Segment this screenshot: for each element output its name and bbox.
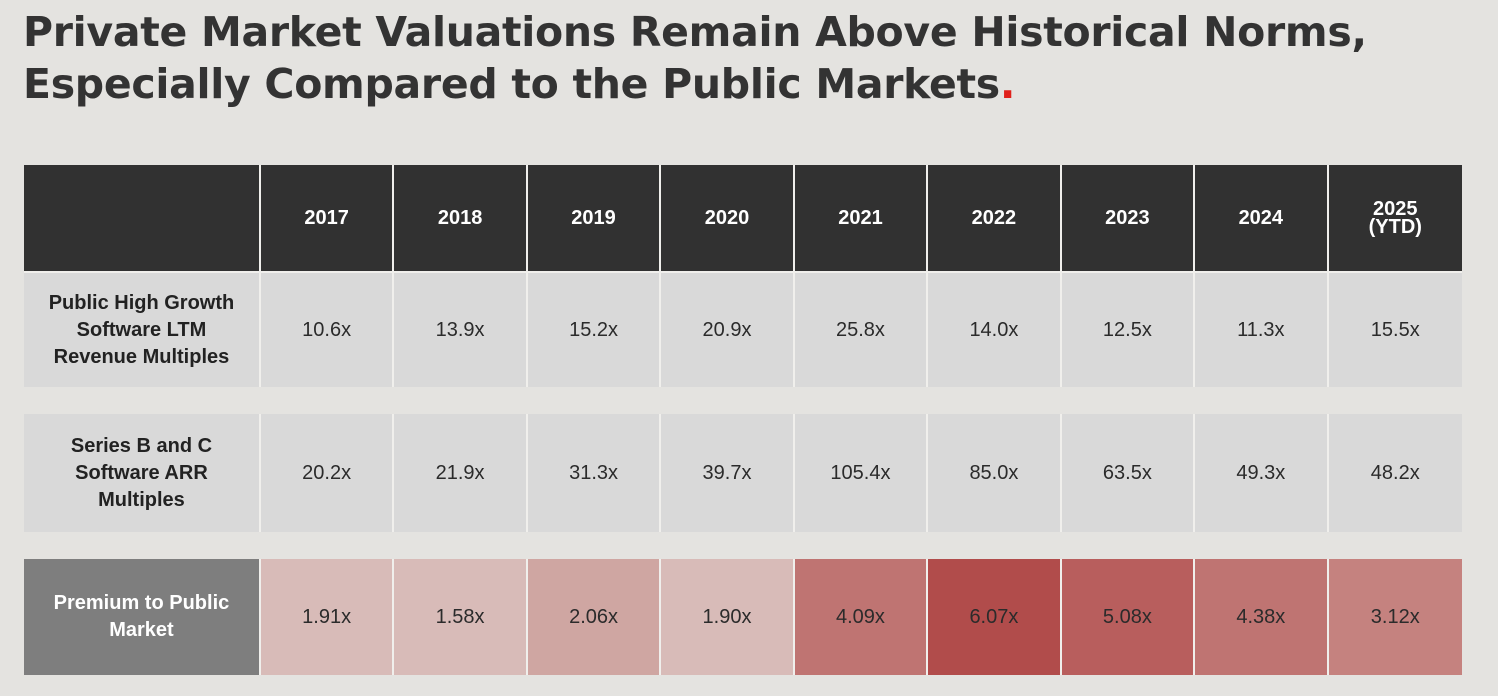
table-row-series-b-c: Series B and C Software ARR Multiples 20… bbox=[24, 414, 1462, 532]
table-cell-value: 63.5x bbox=[1061, 414, 1196, 532]
table-cell-value: 14.0x bbox=[928, 273, 1062, 387]
table-cell-value: 12.5x bbox=[1061, 273, 1196, 387]
table-cell-value: 105.4x bbox=[794, 414, 929, 532]
column-header-year: 2020 bbox=[661, 165, 795, 271]
column-header-year: 2024 bbox=[1195, 165, 1329, 271]
table-cell-value: 15.2x bbox=[527, 273, 662, 387]
table-cell-value: 4.09x bbox=[794, 559, 929, 675]
row-label: Series B and C Software ARR Multiples bbox=[24, 414, 261, 532]
table-cell-value: 11.3x bbox=[1195, 273, 1329, 387]
table-cell-value: 20.2x bbox=[260, 414, 395, 532]
column-header-year: 2023 bbox=[1061, 165, 1196, 271]
table-cell-value: 6.07x bbox=[928, 559, 1062, 675]
table-cell-value: 85.0x bbox=[928, 414, 1062, 532]
table-header-row: 2017 2018 2019 2020 2021 2022 2023 2024 2025 (YT… bbox=[24, 165, 1462, 273]
table-cell-value: 21.9x bbox=[394, 414, 528, 532]
column-header-year: 2019 bbox=[527, 165, 662, 271]
table-cell-value: 4.38x bbox=[1195, 559, 1329, 675]
row-label: Premium to Public Market bbox=[24, 559, 261, 675]
table-cell-value: 3.12x bbox=[1328, 559, 1462, 675]
table-cell-value: 20.9x bbox=[661, 273, 795, 387]
table-cell-value: 1.90x bbox=[661, 559, 795, 675]
table-cell-value: 31.3x bbox=[527, 414, 662, 532]
table-cell-value: 1.91x bbox=[260, 559, 395, 675]
table-cell-value: 15.5x bbox=[1328, 273, 1462, 387]
table-cell-value: 39.7x bbox=[661, 414, 795, 532]
table-cell-value: 49.3x bbox=[1195, 414, 1329, 532]
table-cell-value: 2.06x bbox=[527, 559, 662, 675]
table-cell-value: 13.9x bbox=[394, 273, 528, 387]
column-header-year: 2018 bbox=[394, 165, 528, 271]
table-row-public: Public High Growth Software LTM Revenue … bbox=[24, 273, 1462, 387]
column-header-year: 2025 (YTD) bbox=[1328, 165, 1462, 271]
title-dot: . bbox=[999, 60, 1016, 108]
title-line-1: Private Market Valuations Remain Above H… bbox=[23, 8, 1367, 56]
table-cell-value: 5.08x bbox=[1061, 559, 1196, 675]
page-title: Private Market Valuations Remain Above H… bbox=[23, 6, 1423, 110]
table-cell-value: 1.58x bbox=[394, 559, 528, 675]
valuation-table: 2017 2018 2019 2020 2021 2022 2023 2024 2025 (YT… bbox=[24, 165, 1462, 675]
table-cell-value: 48.2x bbox=[1328, 414, 1462, 532]
title-line-2: Especially Compared to the Public Market… bbox=[23, 60, 1000, 108]
row-label: Public High Growth Software LTM Revenue … bbox=[24, 273, 261, 387]
column-header-year: 2022 bbox=[928, 165, 1062, 271]
column-header-year: 2021 bbox=[794, 165, 929, 271]
column-header-year: 2017 bbox=[260, 165, 395, 271]
table-cell-value: 25.8x bbox=[794, 273, 929, 387]
table-cell-value: 10.6x bbox=[260, 273, 395, 387]
header-corner-cell bbox=[24, 165, 261, 271]
table-row-premium: Premium to Public Market 1.91x 1.58x 2.06x… bbox=[24, 559, 1462, 675]
